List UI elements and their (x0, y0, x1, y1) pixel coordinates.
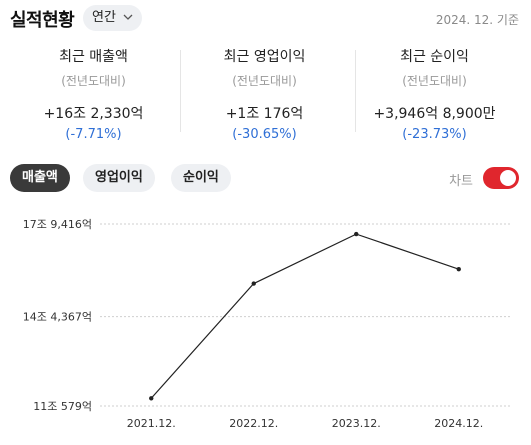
tab-operating-profit[interactable]: 영업이익 (83, 164, 155, 192)
header: 실적현황 연간 2024. 12. 기준 (0, 0, 531, 36)
stat-sub: (전년도대비) (61, 74, 126, 88)
stat-change: (-23.73%) (402, 127, 467, 142)
section-title: 실적현황 (10, 10, 75, 31)
stat-value: +1조 176억 (225, 106, 304, 122)
chart-toggle-label: 차트 (449, 174, 473, 189)
stat-sub: (전년도대비) (232, 74, 297, 88)
tab-net-income[interactable]: 순이익 (171, 164, 231, 192)
tab-revenue[interactable]: 매출액 (10, 164, 70, 192)
stats-summary: 최근 매출액 (전년도대비) +16조 2,330억 (-7.71%) 최근 영… (0, 42, 531, 142)
stat-label: 최근 영업이익 (223, 49, 306, 65)
as-of-date: 2024. 12. 기준 (435, 13, 519, 27)
stat-operating-profit: 최근 영업이익 (전년도대비) +1조 176억 (-30.65%) (176, 42, 353, 142)
period-select[interactable]: 연간 (83, 5, 142, 31)
data-point (354, 231, 359, 237)
x-tick-label: 2022.12. (229, 417, 278, 430)
stat-sub: (전년도대비) (402, 74, 467, 88)
divider (355, 50, 356, 132)
chart-svg: 11조 579억 14조 4,367억 17조 9,416억 2021.12. 2022… (23, 218, 510, 430)
stat-change: (-7.71%) (65, 127, 122, 142)
period-select-label: 연간 (92, 10, 116, 25)
stat-change: (-30.65%) (232, 127, 297, 142)
y-tick-label: 17조 9,416억 (23, 218, 92, 231)
chevron-down-icon (123, 14, 133, 20)
chart-toggle-switch[interactable] (483, 167, 519, 189)
data-point (251, 281, 256, 286)
revenue-chart: 11조 579억 14조 4,367억 17조 9,416억 2021.12. 2022… (0, 205, 531, 440)
data-point (149, 396, 154, 401)
stat-label: 최근 매출액 (59, 49, 128, 65)
toggle-knob (500, 170, 516, 186)
data-point (456, 266, 461, 272)
divider (180, 50, 181, 132)
x-tick-label: 2021.12. (127, 417, 176, 430)
stat-value: +16조 2,330억 (43, 106, 144, 122)
stat-net-income: 최근 순이익 (전년도대비) +3,946억 8,900만 (-23.73%) (346, 42, 523, 142)
series-line (150, 233, 459, 399)
x-tick-label: 2023.12. (332, 417, 381, 430)
x-tick-label: 2024.12. (434, 417, 483, 430)
y-tick-label: 14조 4,367억 (23, 311, 92, 324)
y-tick-label: 11조 579억 (33, 400, 92, 413)
stat-revenue: 최근 매출액 (전년도대비) +16조 2,330억 (-7.71%) (5, 42, 182, 142)
stat-label: 최근 순이익 (400, 49, 469, 65)
stat-value: +3,946억 8,900만 (373, 106, 496, 122)
